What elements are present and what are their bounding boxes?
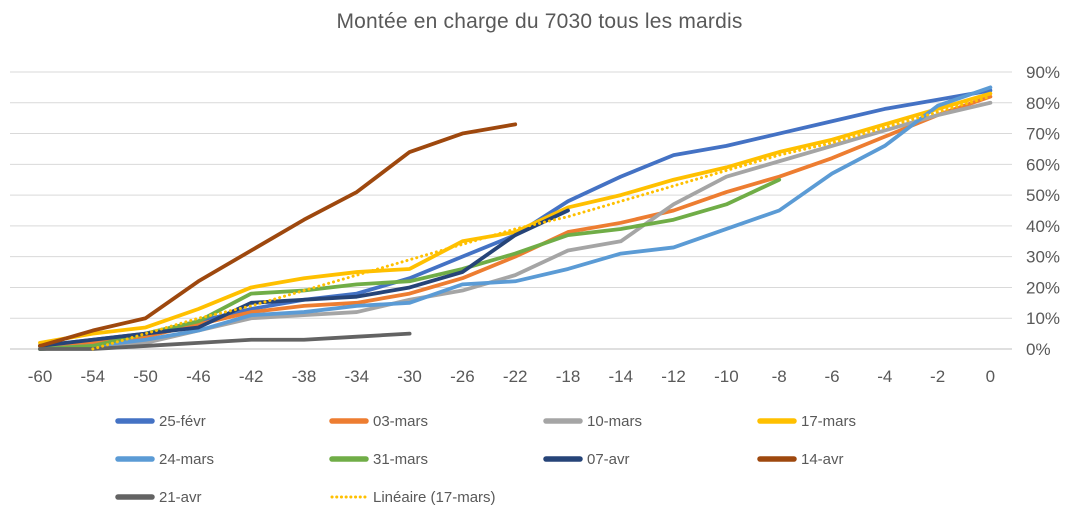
- series-line-07-avr: [38, 208, 570, 348]
- legend-swatch-icon: [757, 418, 797, 424]
- y-axis-tick-label: 90%: [1026, 63, 1060, 82]
- y-axis-tick-label: 0%: [1026, 340, 1051, 359]
- series-line-25-févr: [38, 88, 993, 348]
- legend-item-31-mars: 31-mars: [329, 451, 543, 468]
- legend-label: 31-mars: [373, 450, 429, 468]
- series-line-21-avr: [38, 331, 412, 351]
- legend-swatch-icon: [330, 495, 368, 499]
- y-axis-tick-label: 30%: [1026, 248, 1060, 267]
- legend-label: 07-avr: [587, 450, 630, 468]
- legend-item-Linéaire (17-mars): Linéaire (17-mars): [329, 489, 543, 506]
- x-axis-tick-label: -50: [133, 367, 158, 386]
- legend-swatch-icon: [757, 456, 797, 462]
- legend-label: 24-mars: [159, 450, 215, 468]
- legend-label: 25-févr: [159, 412, 206, 430]
- legend-swatch-icon: [329, 418, 369, 424]
- series-line-03-mars: [38, 94, 993, 348]
- legend-label: Linéaire (17-mars): [373, 488, 496, 506]
- legend-item-14-avr: 14-avr: [757, 451, 971, 468]
- legend-item-03-mars: 03-mars: [329, 413, 543, 430]
- legend-swatch-icon: [115, 494, 155, 500]
- legend-item-07-avr: 07-avr: [543, 451, 757, 468]
- x-axis-tick-label: -46: [186, 367, 211, 386]
- y-axis-tick-label: 20%: [1026, 278, 1060, 297]
- legend-swatch-icon: [543, 418, 583, 424]
- x-axis-tick-label: -30: [397, 367, 422, 386]
- series-line-24-mars: [38, 85, 993, 351]
- legend-item-24-mars: 24-mars: [115, 451, 329, 468]
- y-axis-tick-label: 40%: [1026, 217, 1060, 236]
- x-axis-tick-label: -12: [661, 367, 686, 386]
- chart-legend: 25-févr 03-mars 10-mars 17-mars 24-mars 31-ma…: [115, 402, 1045, 516]
- legend-item-25-févr: 25-févr: [115, 413, 329, 430]
- series-line-14-avr: [38, 122, 518, 348]
- y-axis-tick-label: 70%: [1026, 125, 1060, 144]
- series-line-Linéaire (17-mars): [91, 95, 992, 351]
- legend-item-10-mars: 10-mars: [543, 413, 757, 430]
- x-axis-tick-label: -34: [345, 367, 370, 386]
- x-axis-tick-label: -2: [930, 367, 945, 386]
- x-axis-tick-label: -60: [28, 367, 53, 386]
- y-axis-tick-label: 80%: [1026, 94, 1060, 113]
- x-axis-tick-label: -26: [450, 367, 475, 386]
- x-axis-tick-label: -10: [714, 367, 739, 386]
- series-line-31-mars: [38, 177, 782, 351]
- x-axis-tick-label: -38: [292, 367, 317, 386]
- legend-row: 21-avr Linéaire (17-mars): [115, 478, 1045, 516]
- legend-label: 10-mars: [587, 412, 643, 430]
- x-axis-tick-label: -14: [609, 367, 634, 386]
- legend-label: 21-avr: [159, 488, 202, 506]
- legend-item-17-mars: 17-mars: [757, 413, 971, 430]
- legend-item-21-avr: 21-avr: [115, 489, 329, 506]
- x-axis-tick-label: -42: [239, 367, 264, 386]
- legend-label: 03-mars: [373, 412, 429, 430]
- x-axis-tick-label: -18: [556, 367, 581, 386]
- legend-swatch-icon: [543, 456, 583, 462]
- legend-label: 17-mars: [801, 412, 857, 430]
- y-axis-tick-label: 60%: [1026, 155, 1060, 174]
- plot-area: 0%10%20%30%40%50%60%70%80%90%-60 -54 -50 -4…: [10, 63, 1060, 386]
- series-line-17-mars: [38, 91, 993, 345]
- y-axis-tick-label: 10%: [1026, 309, 1060, 328]
- chart-title: Montée en charge du 7030 tous les mardis: [336, 10, 743, 33]
- legend-row: 25-févr 03-mars 10-mars 17-mars: [115, 402, 1045, 440]
- legend-swatch-icon: [115, 456, 155, 462]
- legend-swatch-icon: [115, 418, 155, 424]
- y-axis-tick-label: 50%: [1026, 186, 1060, 205]
- legend-swatch-icon: [329, 456, 369, 462]
- x-axis-tick-label: -54: [81, 367, 106, 386]
- legend-row: 24-mars 31-mars 07-avr 14-avr: [115, 440, 1045, 478]
- x-axis-tick-label: 0: [986, 367, 995, 386]
- x-axis-tick-label: -8: [772, 367, 787, 386]
- legend-label: 14-avr: [801, 450, 844, 468]
- x-axis-tick-label: -22: [503, 367, 528, 386]
- x-axis-tick-label: -6: [824, 367, 839, 386]
- x-axis-tick-label: -4: [877, 367, 892, 386]
